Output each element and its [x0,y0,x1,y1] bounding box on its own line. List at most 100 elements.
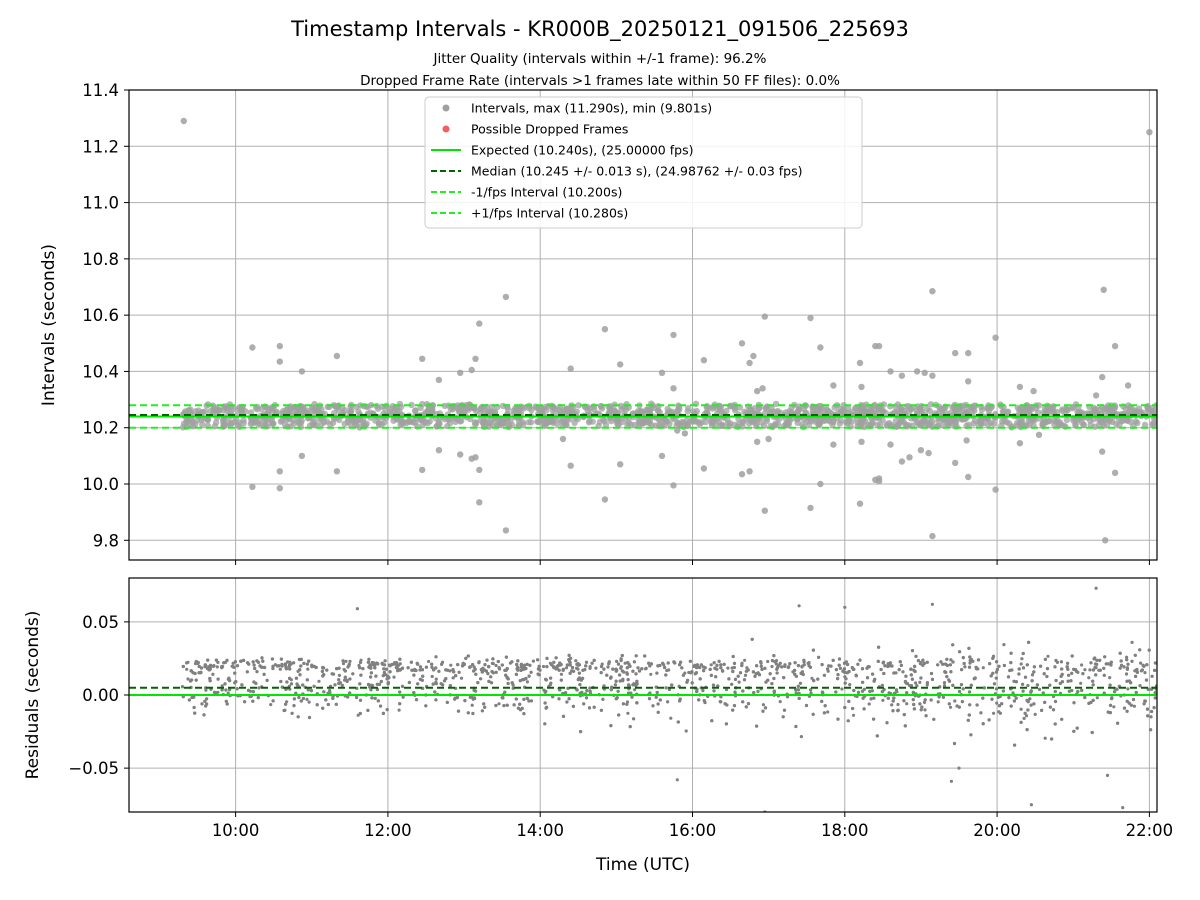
interval-point [514,407,522,414]
residual-point [625,671,629,675]
residual-point [324,698,328,702]
residual-point [957,689,962,694]
residual-point [258,664,262,668]
residual-point [588,686,592,690]
residual-point [1076,670,1080,674]
residual-point [1145,663,1149,667]
residual-point [215,665,219,669]
residual-point [185,667,189,671]
residual-point [1026,708,1030,712]
interval-point [525,404,533,412]
interval-outlier-point [567,365,574,372]
residual-point [852,667,856,672]
interval-point [1032,405,1040,412]
residual-point [872,717,876,721]
residual-point [1008,668,1012,673]
residual-point [261,659,265,663]
residual-point [987,718,991,722]
residual-point [567,653,571,658]
residual-point [420,678,424,682]
residual-point [434,677,438,681]
residual-point [1029,703,1033,707]
residual-point [1129,703,1133,707]
residual-point [800,670,805,674]
residual-point [398,702,402,706]
residual-point [944,670,948,675]
interval-outlier-point [761,313,768,320]
residual-point [994,676,998,680]
residual-point [1089,700,1093,705]
residual-point [497,702,501,706]
residual-point [847,669,851,674]
interval-point [555,406,563,414]
x-tick-label: 22:00 [1126,821,1174,840]
residual-point [522,667,527,671]
residual-point [1023,711,1027,715]
interval-outlier-point [1099,373,1106,381]
residual-point [731,669,735,674]
residual-point [552,665,556,670]
residual-point [321,706,325,710]
residual-point [1042,672,1046,676]
residual-point [1026,700,1030,704]
residual-point [338,681,342,685]
residual-point [1108,676,1112,680]
interval-outlier-point [738,340,746,347]
residual-point [326,702,330,707]
residual-point [1060,672,1064,677]
residual-point [782,708,787,712]
residual-point [518,708,523,712]
residual-point [1091,679,1095,683]
interval-point [629,410,637,417]
residuals-panel: −0.05 0.00 0.05 10:00 12:00 14:00 16:00 18:00 20… [68,577,1174,840]
residual-point [584,660,589,664]
interval-point [816,420,824,427]
residual-point [958,650,962,654]
legend-label: Possible Dropped Frames [471,122,628,137]
residual-point [667,687,672,692]
residual-point [672,660,676,664]
interval-outlier-point [887,441,894,448]
residual-point [340,683,344,687]
interval-point [1097,416,1104,423]
residual-outlier-point [1094,586,1098,590]
residual-point [796,684,800,689]
residual-point [865,676,870,680]
residual-point [205,702,209,706]
residual-point [1045,674,1049,679]
residual-point [511,683,515,687]
residual-point [204,664,208,669]
interval-point [414,423,421,430]
residual-point [271,699,275,703]
residual-point [736,674,740,678]
residual-point [567,697,571,701]
residual-point [709,663,713,667]
residual-point [235,687,239,691]
residual-point [796,688,801,692]
residual-point [718,700,722,704]
interval-point [683,421,690,428]
residual-point [1095,696,1099,700]
residual-point [369,666,373,670]
interval-outlier-point [298,368,306,375]
residual-point [856,690,861,695]
residual-point [1021,666,1026,670]
interval-point [751,405,758,412]
residual-point [656,664,660,668]
residual-point [925,660,929,664]
residual-point [412,691,416,695]
residual-point [780,665,784,669]
residual-point [1066,661,1070,665]
residual-point [483,663,487,667]
residual-point [194,659,198,664]
residual-point [525,696,529,701]
residual-point [1053,722,1057,726]
residual-point [732,704,737,708]
residual-point [348,691,352,695]
residual-point [568,671,572,675]
interval-point [907,406,915,413]
residual-point [929,671,934,676]
residual-point [580,690,584,695]
residual-point [951,660,955,664]
residual-point [843,670,847,675]
